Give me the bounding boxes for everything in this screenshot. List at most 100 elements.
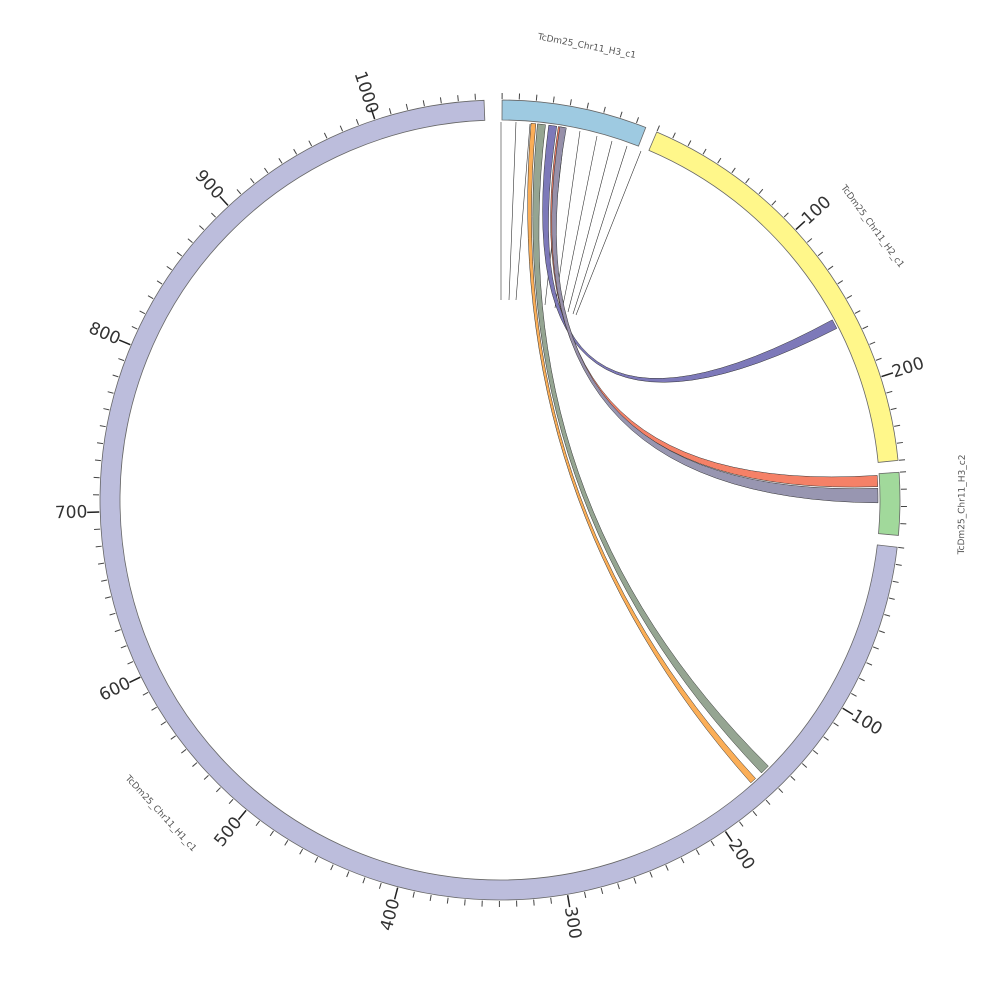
minor-tick bbox=[340, 126, 342, 132]
tick-label: 200 bbox=[890, 353, 927, 382]
minor-tick bbox=[739, 822, 743, 827]
tick-label: 100 bbox=[848, 706, 886, 740]
minor-tick bbox=[406, 104, 407, 110]
minor-tick bbox=[105, 597, 111, 598]
minor-tick bbox=[458, 95, 459, 101]
minor-tick bbox=[171, 736, 176, 740]
tick-label: 600 bbox=[96, 673, 134, 705]
minor-tick bbox=[802, 764, 807, 768]
minor-tick bbox=[270, 831, 273, 836]
minor-tick bbox=[148, 296, 153, 299]
minor-tick bbox=[828, 266, 833, 269]
minor-tick bbox=[315, 857, 318, 862]
minor-tick bbox=[121, 646, 127, 648]
minor-tick bbox=[893, 581, 899, 582]
minor-tick bbox=[110, 613, 116, 615]
minor-tick bbox=[753, 811, 757, 816]
minor-tick bbox=[818, 252, 823, 256]
major-tick bbox=[568, 895, 570, 907]
minor-tick bbox=[97, 443, 103, 444]
minor-tick bbox=[216, 788, 220, 792]
minor-tick bbox=[601, 888, 603, 894]
minor-tick bbox=[379, 883, 381, 889]
minor-tick bbox=[859, 678, 864, 681]
minor-tick bbox=[356, 119, 358, 125]
minor-tick bbox=[389, 108, 391, 114]
minor-tick bbox=[766, 800, 770, 804]
minor-tick bbox=[634, 878, 636, 884]
minor-tick bbox=[98, 563, 104, 564]
major-tick bbox=[119, 340, 130, 345]
minor-tick bbox=[851, 693, 856, 696]
minor-tick bbox=[897, 442, 903, 443]
minor-tick bbox=[585, 892, 586, 898]
minor-tick bbox=[746, 178, 750, 183]
minor-tick bbox=[300, 849, 303, 854]
minor-tick bbox=[696, 850, 699, 855]
minor-tick bbox=[873, 647, 879, 649]
major-tick bbox=[239, 810, 247, 819]
minor-tick bbox=[824, 737, 829, 741]
major-tick bbox=[725, 832, 732, 842]
minor-tick bbox=[807, 238, 812, 242]
minor-tick bbox=[847, 295, 852, 298]
minor-tick bbox=[96, 546, 102, 547]
minor-tick bbox=[855, 311, 860, 314]
chromosome-label: TcDm25_Chr11_H2_c1 bbox=[838, 183, 906, 270]
minor-tick bbox=[101, 580, 107, 581]
minor-tick bbox=[886, 391, 892, 393]
chromosome-band bbox=[502, 100, 646, 146]
minor-tick bbox=[551, 898, 552, 904]
minor-tick bbox=[681, 858, 684, 863]
minor-tick bbox=[447, 898, 448, 904]
minor-tick bbox=[894, 425, 900, 426]
minor-tick bbox=[128, 662, 133, 664]
minor-tick bbox=[618, 883, 620, 889]
minor-tick bbox=[884, 614, 890, 616]
decoration-lines bbox=[501, 122, 641, 315]
minor-tick bbox=[100, 426, 106, 427]
minor-tick bbox=[867, 663, 872, 665]
minor-tick bbox=[237, 189, 241, 194]
major-tick bbox=[129, 677, 140, 682]
minor-tick bbox=[347, 871, 349, 877]
minor-tick bbox=[732, 168, 735, 173]
minor-tick bbox=[879, 631, 885, 633]
tick-label: 800 bbox=[86, 318, 124, 349]
minor-tick bbox=[666, 865, 668, 870]
tick-label: 300 bbox=[560, 905, 585, 940]
minor-tick bbox=[604, 107, 606, 113]
minor-tick bbox=[465, 899, 466, 905]
minor-tick bbox=[570, 99, 571, 105]
minor-tick bbox=[413, 892, 414, 898]
minor-tick bbox=[899, 460, 905, 461]
link-ribbon bbox=[533, 124, 769, 773]
minor-tick bbox=[324, 133, 327, 138]
chromosome-band bbox=[649, 132, 898, 462]
minor-tick bbox=[256, 821, 260, 826]
minor-tick bbox=[229, 799, 233, 803]
minor-tick bbox=[285, 840, 288, 845]
minor-tick bbox=[703, 149, 706, 154]
minor-tick bbox=[161, 722, 166, 725]
minor-tick bbox=[115, 630, 121, 632]
minor-tick bbox=[620, 112, 622, 118]
minor-tick bbox=[152, 707, 157, 710]
major-tick bbox=[843, 708, 853, 714]
minor-tick bbox=[673, 133, 676, 138]
minor-tick bbox=[891, 408, 897, 409]
minor-tick bbox=[140, 311, 145, 314]
major-tick bbox=[796, 221, 805, 229]
minor-tick bbox=[118, 359, 124, 361]
minor-tick bbox=[211, 213, 215, 217]
minor-tick bbox=[199, 226, 203, 230]
tick-label: 1000 bbox=[350, 69, 383, 116]
minor-tick bbox=[779, 788, 783, 792]
minor-tick bbox=[167, 266, 172, 269]
chromosome-band bbox=[879, 472, 901, 535]
minor-tick bbox=[250, 178, 254, 183]
minor-tick bbox=[784, 213, 788, 217]
minor-tick bbox=[772, 201, 776, 205]
